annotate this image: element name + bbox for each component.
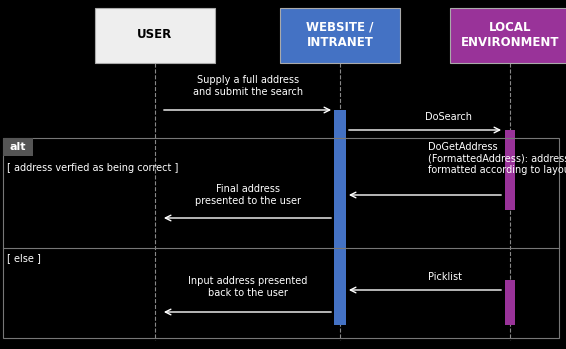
Bar <box>334 110 346 230</box>
Text: [ address verfied as being correct ]: [ address verfied as being correct ] <box>7 163 178 173</box>
Text: DoGetAddress
(FormattedAddress): address
formatted according to layout: DoGetAddress (FormattedAddress): address… <box>428 142 566 175</box>
Text: DoSearch: DoSearch <box>425 112 472 122</box>
Text: Final address
presented to the user: Final address presented to the user <box>195 184 301 206</box>
Text: [ else ]: [ else ] <box>7 253 41 263</box>
Text: Input address presented
back to the user: Input address presented back to the user <box>188 276 308 298</box>
Text: alt: alt <box>10 142 26 152</box>
Bar <box>95 7 215 62</box>
Text: USER: USER <box>138 29 173 42</box>
Bar <box>334 230 346 325</box>
Bar <box>3 138 33 156</box>
Bar <box>505 130 515 210</box>
Polygon shape <box>3 138 33 156</box>
Bar <box>3 138 559 338</box>
Bar <box>505 280 515 325</box>
Text: LOCAL
ENVIRONMENT: LOCAL ENVIRONMENT <box>461 21 559 49</box>
Text: WEBSITE /
INTRANET: WEBSITE / INTRANET <box>306 21 374 49</box>
Text: Supply a full address
and submit the search: Supply a full address and submit the sea… <box>193 75 303 97</box>
Bar <box>280 7 400 62</box>
Bar <box>450 7 566 62</box>
Text: Picklist: Picklist <box>428 272 462 282</box>
